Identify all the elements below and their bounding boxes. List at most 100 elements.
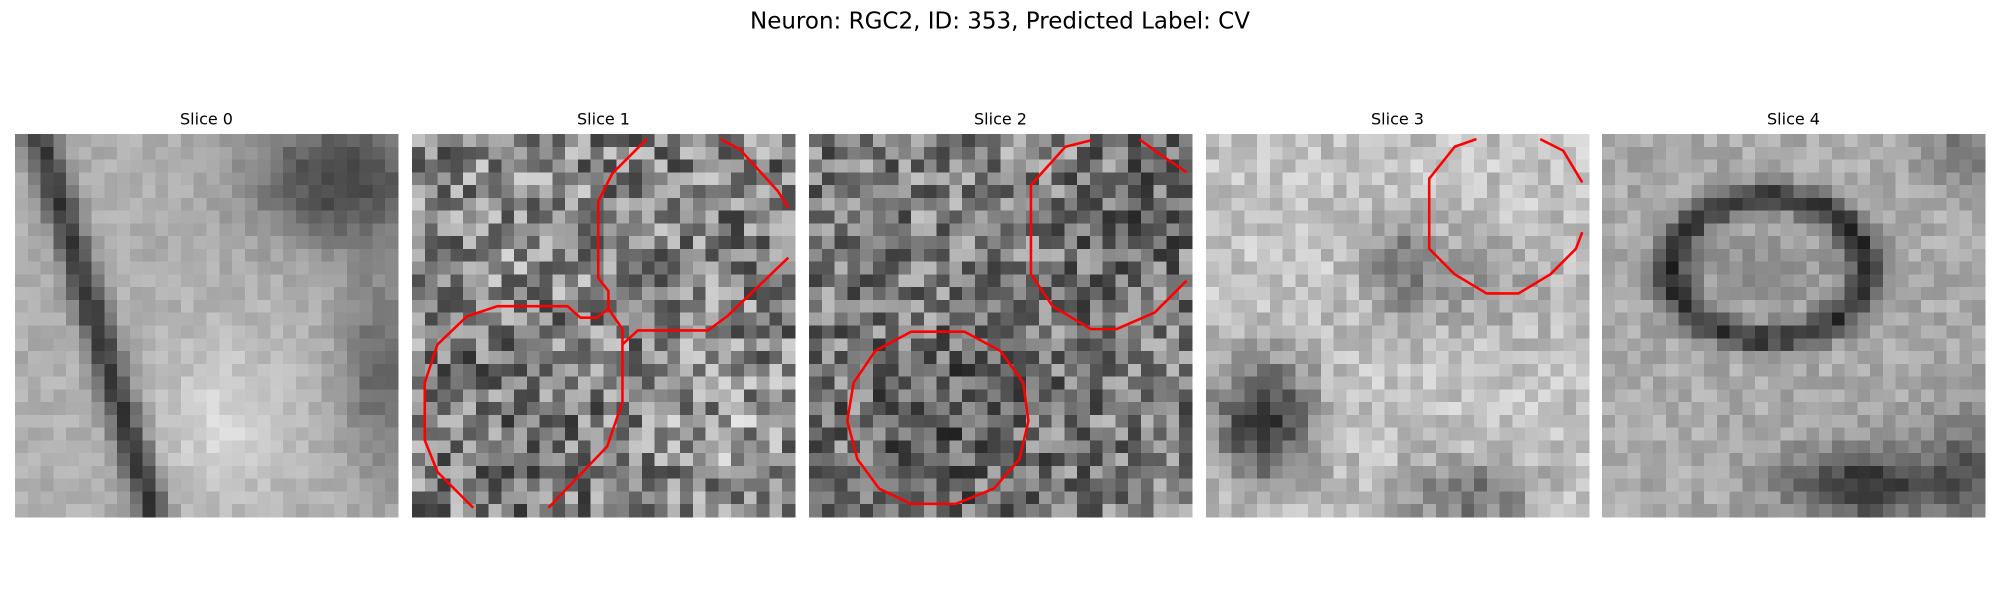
pixel xyxy=(1359,414,1373,428)
pixel xyxy=(244,299,258,314)
pixel xyxy=(475,453,489,467)
pixel xyxy=(667,248,681,262)
pixel xyxy=(244,338,258,352)
pixel xyxy=(450,236,464,250)
pixel xyxy=(1844,491,1858,505)
pixel xyxy=(680,172,694,186)
pixel xyxy=(1908,248,1922,262)
pixel xyxy=(1231,389,1245,403)
pixel xyxy=(1244,363,1258,377)
pixel xyxy=(514,389,528,403)
pixel xyxy=(193,197,207,211)
pixel xyxy=(1128,338,1142,352)
pixel xyxy=(283,504,297,518)
pixel xyxy=(603,248,617,262)
pixel xyxy=(1218,248,1232,262)
pixel xyxy=(1755,248,1769,262)
pixel xyxy=(1474,427,1488,441)
pixel xyxy=(962,338,976,352)
pixel xyxy=(1064,376,1078,390)
pixel xyxy=(1244,274,1258,288)
pixel xyxy=(488,197,502,211)
pixel xyxy=(1716,172,1730,186)
pixel xyxy=(257,414,271,428)
pixel xyxy=(40,172,54,186)
pixel xyxy=(1206,402,1220,416)
pixel xyxy=(1064,287,1078,301)
pixel xyxy=(91,248,105,262)
pixel xyxy=(27,274,41,288)
pixel xyxy=(1806,197,1820,211)
pixel xyxy=(1077,504,1091,518)
pixel xyxy=(1320,274,1334,288)
pixel xyxy=(526,376,540,390)
pixel xyxy=(565,146,579,160)
pixel xyxy=(385,504,399,518)
pixel xyxy=(1371,287,1386,301)
pixel xyxy=(1064,236,1078,250)
pixel xyxy=(1908,453,1922,467)
pixel xyxy=(1435,363,1449,377)
pixel xyxy=(15,134,29,148)
pixel xyxy=(1767,248,1782,262)
pixel xyxy=(1537,440,1551,454)
pixel xyxy=(782,185,796,199)
pixel xyxy=(1512,197,1526,211)
pixel xyxy=(1640,414,1654,428)
pixel xyxy=(1371,274,1386,288)
pixel xyxy=(1767,465,1782,479)
pixel xyxy=(450,440,464,454)
pixel xyxy=(1038,312,1052,326)
pixel xyxy=(385,210,399,224)
pixel xyxy=(1627,274,1641,288)
pixel xyxy=(1333,338,1347,352)
pixel xyxy=(1882,248,1896,262)
pixel xyxy=(15,287,29,301)
pixel xyxy=(232,363,246,377)
pixel xyxy=(962,185,976,199)
pixel xyxy=(1831,478,1845,492)
pixel xyxy=(962,504,976,518)
pixel xyxy=(872,504,886,518)
pixel xyxy=(885,376,899,390)
pixel xyxy=(629,478,643,492)
pixel xyxy=(1908,389,1922,403)
pixel xyxy=(860,299,874,314)
pixel xyxy=(385,287,399,301)
pixel xyxy=(1870,312,1884,326)
pixel xyxy=(180,325,195,339)
pixel xyxy=(1308,312,1322,326)
pixel xyxy=(565,414,579,428)
pixel xyxy=(1179,338,1193,352)
pixel xyxy=(142,172,156,186)
pixel xyxy=(705,197,719,211)
pixel xyxy=(15,236,29,250)
pixel xyxy=(437,299,451,314)
pixel xyxy=(1704,440,1718,454)
pixel xyxy=(1218,338,1232,352)
pixel xyxy=(1486,440,1500,454)
pixel xyxy=(295,299,309,314)
pixel xyxy=(1000,134,1014,148)
pixel xyxy=(1115,453,1129,467)
pixel xyxy=(180,146,195,160)
pixel xyxy=(1410,376,1424,390)
pixel xyxy=(577,185,592,199)
pixel xyxy=(1282,236,1296,250)
pixel xyxy=(1115,236,1129,250)
pixel xyxy=(1282,465,1296,479)
pixel xyxy=(1102,402,1116,416)
pixel xyxy=(577,159,592,173)
pixel xyxy=(526,172,540,186)
pixel xyxy=(1410,146,1424,160)
pixel xyxy=(488,172,502,186)
pixel xyxy=(1051,325,1065,339)
pixel xyxy=(1231,159,1245,173)
pixel xyxy=(1102,389,1116,403)
pixel xyxy=(860,414,874,428)
pixel xyxy=(463,414,477,428)
pixel xyxy=(346,376,360,390)
pixel xyxy=(1512,414,1526,428)
pixel xyxy=(1844,146,1858,160)
pixel xyxy=(974,274,989,288)
